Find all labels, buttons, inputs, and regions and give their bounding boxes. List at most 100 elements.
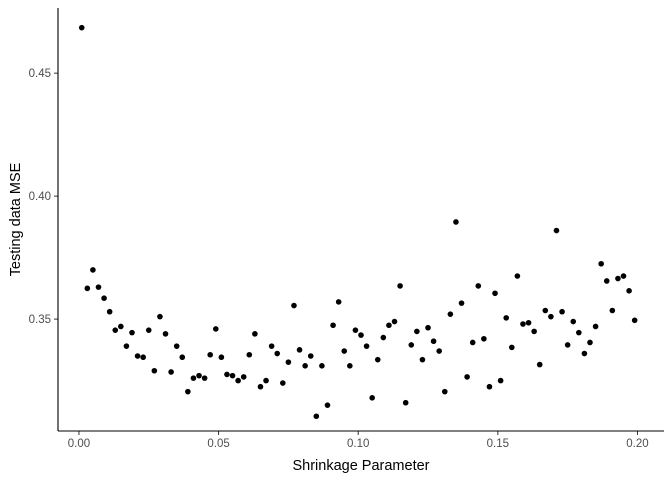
- data-point: [419, 356, 426, 363]
- data-point: [274, 350, 281, 357]
- data-point: [257, 383, 264, 390]
- x-tick-label: 0.00: [68, 438, 90, 450]
- data-point: [542, 307, 549, 314]
- data-point: [196, 372, 202, 379]
- data-point: [464, 374, 470, 380]
- data-point: [380, 334, 387, 341]
- data-point: [414, 328, 420, 335]
- data-point: [291, 302, 297, 309]
- data-point: [581, 350, 588, 357]
- data-point: [280, 380, 286, 386]
- x-axis-ticks: 0.00 0.05 0.10 0.15 0.20: [68, 431, 649, 450]
- data-point: [570, 318, 577, 325]
- data-point: [90, 267, 96, 273]
- data-point: [246, 351, 253, 358]
- data-point: [408, 342, 415, 348]
- data-point: [358, 332, 364, 338]
- data-point: [514, 273, 521, 279]
- y-axis-ticks: 0.35 0.40 0.45: [29, 68, 58, 326]
- data-point: [592, 323, 599, 330]
- data-point: [615, 275, 621, 282]
- data-point: [341, 348, 348, 354]
- data-point: [391, 318, 398, 325]
- data-point: [352, 327, 359, 333]
- data-point: [212, 326, 219, 332]
- data-point: [620, 273, 627, 279]
- data-point: [598, 260, 604, 267]
- data-point: [631, 317, 638, 324]
- data-point: [553, 227, 560, 234]
- data-point: [441, 388, 448, 395]
- data-point: [123, 343, 130, 349]
- data-point: [302, 363, 308, 369]
- data-point: [268, 343, 275, 349]
- data-point: [525, 319, 532, 326]
- data-point: [386, 322, 392, 329]
- data-point: [531, 328, 537, 335]
- data-point: [140, 354, 146, 361]
- data-point: [240, 374, 247, 380]
- data-point: [397, 283, 403, 289]
- data-point: [207, 351, 213, 358]
- data-point: [285, 359, 292, 365]
- data-point: [520, 321, 526, 327]
- data-point: [363, 343, 370, 349]
- data-point: [157, 313, 163, 320]
- data-point: [319, 363, 325, 369]
- data-point: [252, 331, 258, 337]
- data-point: [335, 299, 342, 305]
- data-point: [536, 361, 543, 368]
- data-point: [447, 311, 454, 317]
- data-point: [235, 377, 241, 384]
- data-point: [475, 283, 482, 289]
- data-point: [609, 307, 616, 314]
- data-point: [486, 383, 493, 390]
- data-point: [263, 377, 269, 384]
- y-tick-label: 0.40: [29, 191, 51, 203]
- data-point: [151, 367, 158, 374]
- data-points: [78, 24, 638, 420]
- y-tick-label: 0.35: [29, 314, 51, 326]
- data-point: [559, 308, 565, 315]
- data-point: [576, 329, 582, 336]
- data-point: [185, 388, 191, 395]
- data-point: [229, 372, 236, 379]
- x-tick-label: 0.05: [207, 438, 229, 450]
- data-point: [95, 284, 102, 290]
- x-tick-label: 0.20: [626, 438, 648, 450]
- data-point: [324, 402, 331, 408]
- data-point: [481, 335, 487, 342]
- data-point: [587, 339, 593, 346]
- x-tick-label: 0.15: [487, 438, 509, 450]
- data-point: [330, 322, 336, 329]
- data-point: [296, 347, 303, 353]
- data-point: [369, 394, 375, 401]
- data-point: [134, 353, 141, 359]
- data-point: [503, 315, 510, 321]
- data-point: [162, 331, 169, 337]
- data-point: [190, 375, 197, 381]
- data-point: [374, 356, 381, 363]
- data-point: [106, 308, 113, 315]
- data-point: [469, 339, 476, 346]
- data-point: [548, 313, 554, 320]
- data-point: [78, 24, 85, 31]
- data-point: [497, 377, 504, 384]
- data-point: [402, 399, 409, 406]
- data-point: [603, 278, 610, 284]
- data-point: [453, 219, 459, 225]
- data-point: [626, 288, 632, 294]
- data-point: [84, 285, 91, 292]
- data-point: [436, 348, 442, 354]
- data-point: [313, 413, 320, 420]
- data-point: [425, 324, 431, 331]
- data-point: [509, 344, 515, 351]
- data-point: [145, 327, 152, 333]
- data-point: [347, 363, 353, 369]
- y-tick-label: 0.45: [29, 68, 51, 80]
- data-point: [201, 375, 208, 381]
- data-point: [307, 353, 314, 359]
- data-point: [430, 338, 437, 345]
- y-axis-title: Testing data MSE: [8, 162, 24, 276]
